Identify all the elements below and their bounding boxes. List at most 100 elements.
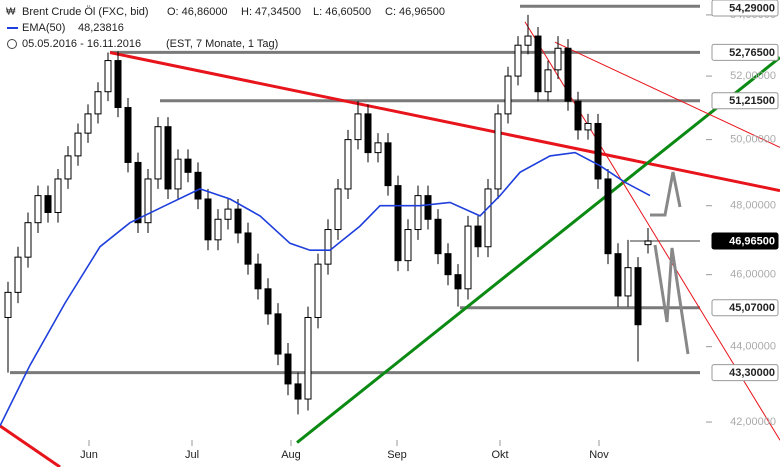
candle-body bbox=[234, 208, 242, 234]
symbol-icon: ₩ bbox=[6, 7, 16, 18]
candle-body bbox=[484, 188, 492, 248]
candle-body bbox=[24, 222, 32, 258]
candle-body bbox=[34, 195, 42, 224]
candle-body bbox=[424, 195, 432, 220]
ohlc-open: O: 46,86000 bbox=[167, 6, 228, 18]
ema-value: 48,23816 bbox=[78, 22, 124, 34]
candle-body bbox=[44, 195, 52, 213]
candle-body bbox=[534, 35, 542, 93]
trendline bbox=[296, 56, 780, 444]
candle-body bbox=[14, 256, 22, 293]
y-tick-label: 44,00000 bbox=[730, 341, 776, 353]
candle-body bbox=[104, 60, 112, 93]
candle-body bbox=[244, 232, 252, 265]
level-label-box bbox=[711, 232, 779, 250]
trendline bbox=[109, 51, 780, 193]
candle-body bbox=[254, 263, 262, 290]
candle-body bbox=[154, 126, 162, 180]
candle-body bbox=[54, 178, 62, 213]
x-tick-label: Aug bbox=[281, 449, 301, 461]
level-label: 45,07000 bbox=[729, 302, 775, 314]
ema-line bbox=[0, 151, 651, 427]
clock-icon bbox=[7, 39, 17, 49]
y-tick-label: 42,00000 bbox=[730, 416, 776, 428]
candle-body bbox=[224, 208, 232, 220]
candle-body bbox=[294, 383, 302, 400]
candle-body bbox=[474, 225, 482, 248]
level-label: 52,76500 bbox=[729, 47, 775, 59]
candle-body bbox=[124, 107, 132, 163]
forecast-up bbox=[650, 171, 682, 217]
candle-body bbox=[574, 100, 582, 131]
candle-body bbox=[214, 218, 222, 241]
header: ₩ Brent Crude Öl (FXC, bid) O: 46,86000 … bbox=[6, 6, 445, 50]
candle-body bbox=[434, 218, 442, 255]
candle-body bbox=[84, 113, 92, 134]
candle-body bbox=[544, 69, 552, 93]
y-tick-label: 50,00000 bbox=[730, 134, 776, 146]
candle-body bbox=[144, 178, 152, 224]
candle-body bbox=[394, 185, 402, 262]
candle-body bbox=[184, 158, 192, 173]
x-tick-label: Jul bbox=[185, 449, 199, 461]
candle-body bbox=[354, 113, 362, 141]
candle-body bbox=[94, 91, 102, 115]
candle-body bbox=[134, 161, 142, 224]
x-tick-label: Okt bbox=[491, 449, 508, 461]
trendline bbox=[554, 41, 780, 148]
candle-body bbox=[524, 35, 532, 46]
candle-body bbox=[204, 198, 212, 241]
candle-body bbox=[414, 195, 422, 231]
candle-body bbox=[644, 240, 652, 246]
candle-body bbox=[624, 267, 632, 297]
candle-body bbox=[284, 353, 292, 385]
candle-body bbox=[494, 113, 502, 190]
axis: 42,00000 44,00000 46,00000 48,00000 50,00000… bbox=[80, 0, 779, 461]
level-label-box bbox=[711, 0, 779, 17]
candle-body bbox=[594, 122, 602, 180]
x-tick-label: Jun bbox=[80, 449, 98, 461]
candle-body bbox=[614, 253, 622, 297]
candle-body bbox=[514, 44, 522, 77]
level-label: 46,96500 bbox=[729, 235, 775, 247]
plot bbox=[0, 4, 780, 467]
candle-body bbox=[444, 253, 452, 276]
candle-body bbox=[324, 229, 332, 265]
ohlc-high: H: 47,34500 bbox=[241, 6, 301, 18]
candle-body bbox=[314, 263, 322, 318]
title: Brent Crude Öl (FXC, bid) bbox=[22, 6, 149, 18]
forecast-down bbox=[653, 244, 690, 355]
candle-body bbox=[114, 60, 122, 109]
y-tick-label: 48,00000 bbox=[730, 200, 776, 212]
candle-body bbox=[334, 188, 342, 231]
candle-body bbox=[174, 158, 182, 190]
level-label: 54,29000 bbox=[729, 2, 775, 14]
ohlc-close: C: 46,96500 bbox=[385, 6, 445, 18]
y-tick-label: 52,00000 bbox=[730, 70, 776, 82]
trendline bbox=[0, 424, 61, 467]
candle-body bbox=[584, 122, 592, 131]
candle-body bbox=[564, 47, 572, 102]
range-note: (EST, 7 Monate, 1 Tag) bbox=[166, 38, 278, 50]
candle-body bbox=[344, 139, 352, 190]
level-label-box bbox=[711, 364, 779, 382]
level-label: 51,21500 bbox=[729, 95, 775, 107]
candle-body bbox=[364, 113, 372, 154]
ohlc-low: L: 46,60500 bbox=[313, 6, 371, 18]
candle-body bbox=[634, 267, 642, 326]
candle-body bbox=[64, 155, 72, 180]
forecast-arrows bbox=[650, 171, 690, 355]
candle-body bbox=[4, 291, 12, 318]
candle-body bbox=[274, 313, 282, 355]
y-tick-label: 46,00000 bbox=[730, 269, 776, 281]
candle-body bbox=[374, 142, 382, 154]
level-label-box bbox=[711, 299, 779, 317]
candle-body bbox=[384, 142, 392, 187]
level-label-box bbox=[711, 43, 779, 61]
level-label: 43,30000 bbox=[729, 367, 775, 379]
candle-body bbox=[404, 229, 412, 262]
candle-body bbox=[554, 47, 562, 71]
candle-body bbox=[164, 126, 172, 190]
